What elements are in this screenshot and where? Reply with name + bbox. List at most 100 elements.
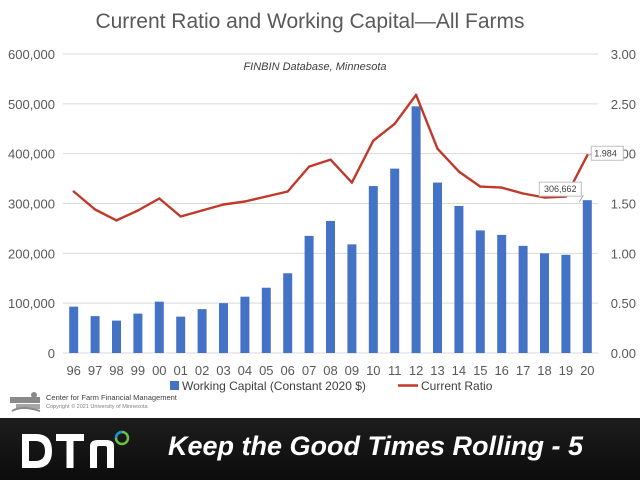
chart-area: Current Ratio and Working Capital—All Fa… [8,10,636,393]
working-capital-bar [326,220,335,353]
x-tick-label: 08 [323,363,337,378]
current-ratio-point [307,165,311,168]
working-capital-bar [411,106,421,353]
bar-label-leader [578,194,584,203]
working-capital-bar [261,287,271,353]
y-left-tick-label: 600,000 [8,47,55,62]
x-tick-label: 16 [494,363,508,378]
current-ratio-point [200,209,204,212]
line-data-label-box [590,145,624,161]
x-tick-label: 12 [409,363,423,378]
data-labels: 306,662 1.984 [538,145,624,203]
current-ratio-point [350,181,354,184]
x-tick-label: 06 [280,363,294,378]
x-tick-label: 09 [345,363,359,378]
y-left-tick-label: 400,000 [8,147,55,162]
x-tick-label: 10 [366,363,380,378]
bar-data-label: 306,662 [544,184,577,194]
y-right-tick-label: 0.50 [611,296,636,311]
current-ratio-point [436,147,439,150]
source-name: Center for Farm Financial Management [46,393,177,402]
working-capital-bars [69,106,592,353]
x-tick-label: 18 [537,363,551,378]
x-tick-label: 05 [259,363,273,378]
y-right-tick-label: 0.00 [611,346,636,361]
x-tick-label: 15 [473,363,487,378]
y-right-tick-label: 2.50 [611,97,636,112]
cfm-logo-icon [10,392,41,412]
footer-banner: Keep the Good Times Rolling - 5 [0,418,640,480]
current-ratio-point [543,196,546,199]
legend: Working Capital (Constant 2020 $) Current… [170,379,493,393]
working-capital-bar [240,296,250,353]
working-capital-bar [197,309,207,353]
current-ratio-point [329,158,332,161]
current-ratio-line-group [72,93,589,222]
current-ratio-point [93,208,97,211]
x-tick-label: 19 [559,363,573,378]
working-capital-bar [497,234,507,353]
legend-swatch-bar [170,381,179,390]
working-capital-bar [176,316,186,353]
x-tick-label: 00 [152,363,166,378]
current-ratio-point [115,219,118,222]
x-tick-label: 13 [430,363,444,378]
current-ratio-point [521,192,525,195]
x-tick-label: 07 [302,363,316,378]
working-capital-bar [433,182,442,353]
x-tick-label: 02 [195,363,209,378]
current-ratio-point [500,186,503,189]
working-capital-bar [475,230,485,353]
working-capital-bar [518,245,528,353]
chart-title: Current Ratio and Working Capital—All Fa… [95,10,524,33]
y-left-tick-label: 100,000 [8,296,55,311]
current-ratio-point [393,122,396,125]
x-tick-label: 04 [238,363,252,378]
working-capital-bar [582,200,592,353]
working-capital-bar [69,306,79,353]
current-ratio-point [243,200,247,203]
current-ratio-point [72,190,75,193]
y-right-tick-label: 1.50 [611,197,636,212]
working-capital-bar [219,303,228,353]
current-ratio-point [414,93,418,97]
y-left-tick-label: 0 [48,346,55,361]
working-capital-bar [390,168,400,353]
working-capital-bar [112,320,121,353]
x-tick-label: 20 [580,363,594,378]
working-capital-bar [561,254,571,353]
x-tick-label: 97 [88,363,102,378]
working-capital-bar [283,273,293,353]
y-right-tick-label: 3.00 [611,47,636,62]
current-ratio-point [158,197,161,200]
y-left-tick-label: 300,000 [8,197,55,212]
current-ratio-point [372,139,375,142]
source-copyright: Copyright © 2021 University of Minnesota [46,404,148,410]
x-tick-label: 98 [109,363,123,378]
line-data-label: 1.984 [594,148,617,158]
x-tick-label: 01 [173,363,187,378]
current-ratio-point [179,215,182,218]
current-ratio-point [286,190,289,193]
working-capital-bar [347,244,357,353]
working-capital-bar [133,313,143,353]
current-ratio-point [479,185,482,188]
current-ratio-point [136,209,140,212]
y-left-tick-label: 500,000 [8,97,55,112]
chart-subtitle: FINBIN Database, Minnesota [243,61,386,73]
dtn-logo-icon [22,430,130,468]
working-capital-bar [304,235,314,353]
x-tick-label: 11 [388,363,402,378]
x-tick-label: 17 [516,363,530,378]
x-tick-label: 96 [66,363,80,378]
x-tick-label: 03 [216,363,230,378]
y-left-tick-label: 200,000 [8,246,55,261]
footer-tagline: Keep the Good Times Rolling - 5 [168,431,584,461]
working-capital-bar [540,253,549,353]
working-capital-bar [90,316,100,353]
y-right-tick-label: 1.00 [611,246,636,261]
legend-label-current-ratio: Current Ratio [421,379,493,393]
current-ratio-point [457,170,461,173]
working-capital-bar [368,186,378,353]
current-ratio-point [222,203,225,206]
